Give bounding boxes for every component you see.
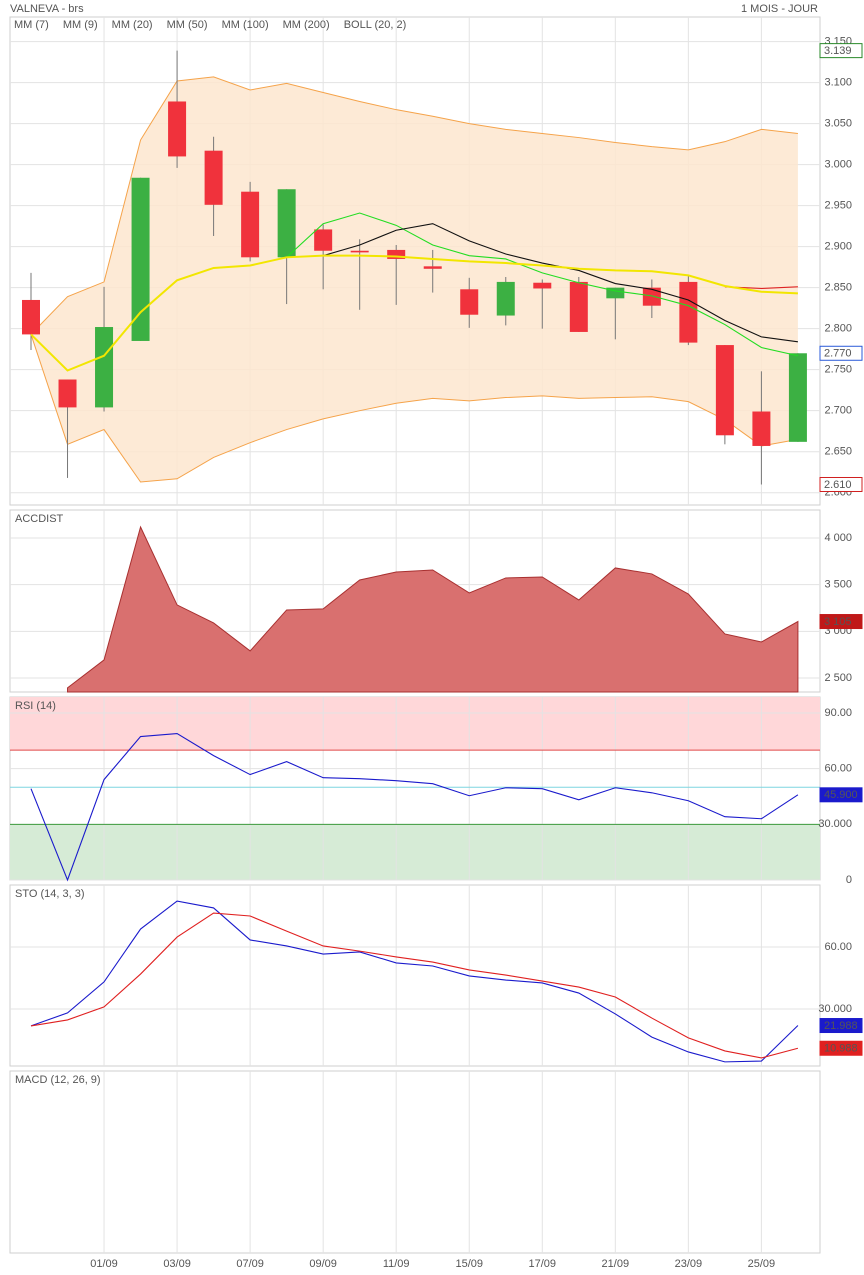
legend-entry: MM (50) (167, 19, 208, 31)
legend-entry: MM (7) (14, 19, 49, 31)
x-tick-label: 01/09 (90, 1258, 118, 1270)
oversold-zone (10, 824, 820, 880)
y-tick-label: 2.800 (824, 323, 852, 335)
candle-body (277, 189, 296, 258)
y-tick-label: 30.000 (818, 1003, 852, 1015)
value-marker-label: 45.900 (824, 789, 858, 801)
candle-body (350, 250, 369, 253)
candle-body (204, 150, 223, 205)
value-marker (819, 1040, 863, 1056)
y-tick-label: 3.100 (824, 77, 852, 89)
y-tick-label: 2.650 (824, 446, 852, 458)
panel-title: STO (14, 3, 3) (15, 888, 85, 900)
candle-body (423, 266, 442, 269)
candle-body (58, 379, 77, 408)
x-tick-label: 25/09 (748, 1258, 776, 1270)
candle-body (168, 101, 187, 157)
candle-body (131, 177, 150, 341)
y-tick-label: 3.050 (824, 118, 852, 130)
legend-entry: MM (20) (112, 19, 153, 31)
y-tick-label: 2 500 (824, 672, 852, 684)
value-marker-label: 3 105 (824, 616, 852, 628)
y-tick-label: 3.000 (824, 159, 852, 171)
panel (9, 1070, 821, 1254)
x-tick-label: 23/09 (675, 1258, 703, 1270)
x-tick-label: 07/09 (236, 1258, 264, 1270)
y-tick-label: 0 (846, 874, 852, 886)
candle-body (496, 281, 515, 316)
candle-body (22, 299, 40, 335)
y-tick-label: 90.00 (824, 707, 852, 719)
panel-title: ACCDIST (15, 513, 64, 525)
moving-average (30, 254, 798, 372)
panel (9, 884, 821, 1067)
value-marker-label: 2.610 (824, 479, 852, 491)
y-tick-label: 30.000 (818, 818, 852, 830)
value-marker-label: 21.988 (824, 1020, 858, 1032)
x-tick-label: 21/09 (602, 1258, 630, 1270)
candle-body (314, 229, 333, 251)
instrument-title: VALNEVA - brs (10, 3, 84, 15)
candle-body (642, 287, 661, 306)
y-tick-label: 2.750 (824, 364, 852, 376)
y-tick-label: 60.00 (824, 763, 852, 775)
x-tick-label: 15/09 (455, 1258, 483, 1270)
panel-title: RSI (14) (15, 700, 56, 712)
legend-entry: MM (200) (283, 19, 330, 31)
value-marker (819, 476, 863, 492)
y-tick-label: 2.700 (824, 405, 852, 417)
legend-entry: MM (9) (63, 19, 98, 31)
legend-entry: MM (100) (222, 19, 269, 31)
period: 1 MOIS - JOUR (741, 3, 818, 15)
bollinger-band (31, 76, 798, 483)
x-tick-label: 09/09 (309, 1258, 337, 1270)
candle-body (241, 191, 260, 258)
value-marker-label: 10.988 (824, 1043, 858, 1055)
candle-body (95, 327, 114, 408)
candle-body (460, 289, 479, 315)
value-marker (819, 787, 863, 803)
legend-entry: BOLL (20, 2) (344, 19, 407, 31)
y-tick-label: 4 000 (824, 532, 852, 544)
bollinger-lower (30, 334, 799, 483)
bollinger-upper (30, 76, 798, 335)
indicator-line (30, 912, 799, 1059)
value-marker-label: 3.139 (824, 45, 852, 57)
candle-body (533, 282, 552, 289)
y-tick-label: 2.850 (824, 282, 852, 294)
candle-body (387, 249, 406, 259)
y-tick-label: 3 500 (824, 579, 852, 591)
candle-body (606, 287, 625, 299)
x-tick-label: 03/09 (163, 1258, 191, 1270)
candle-body (788, 353, 807, 442)
x-tick-label: 11/09 (383, 1258, 410, 1270)
panel-title: MACD (12, 26, 9) (15, 1074, 101, 1086)
x-tick-label: 17/09 (529, 1258, 557, 1270)
candle-body (752, 411, 771, 446)
moving-average (286, 212, 799, 357)
indicator-line (30, 900, 799, 1063)
value-marker (819, 1018, 863, 1034)
indicator-line (30, 733, 799, 882)
value-marker (819, 614, 863, 630)
y-tick-label: 2.950 (824, 200, 852, 212)
candle-body (569, 281, 588, 332)
overbought-zone (10, 697, 820, 751)
y-tick-label: 2.900 (824, 241, 852, 253)
value-marker-label: 2.770 (824, 348, 852, 360)
candle-body (715, 345, 734, 436)
value-marker (819, 43, 863, 59)
y-tick-label: 60.00 (824, 941, 852, 953)
accdist-area (67, 525, 799, 693)
candle-body (679, 281, 698, 343)
value-marker (819, 345, 863, 361)
